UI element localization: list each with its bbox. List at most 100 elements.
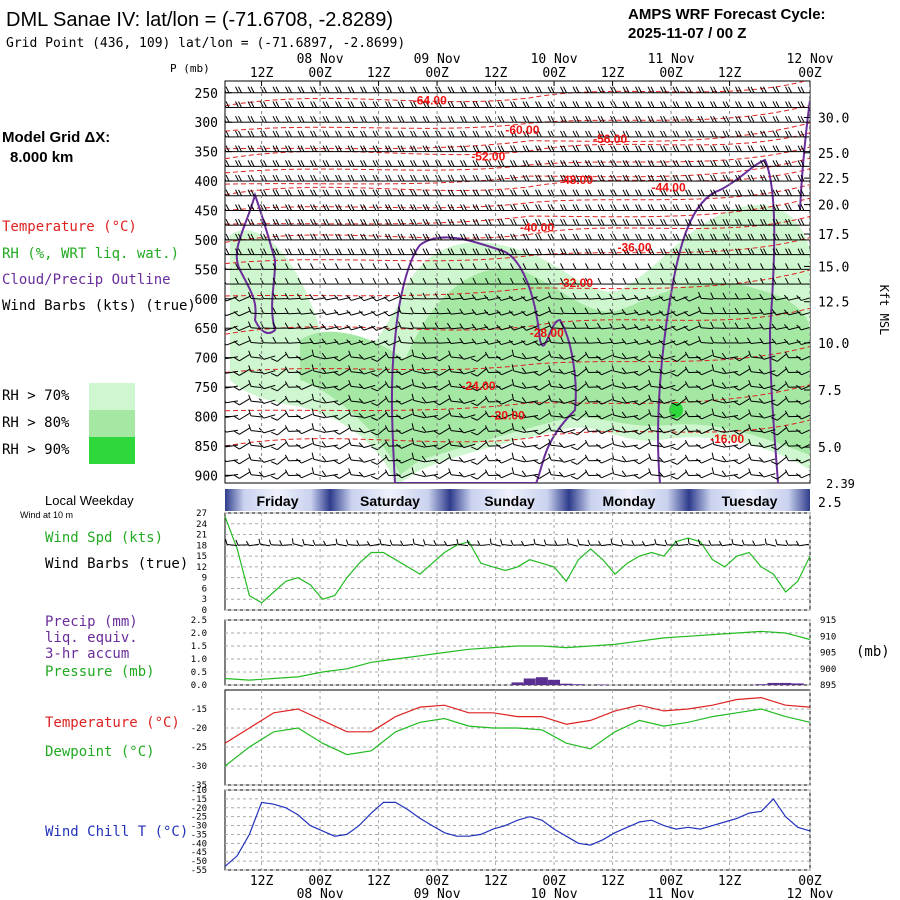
- barb-flag: [275, 160, 280, 167]
- temperature-contour: [225, 197, 810, 225]
- surface-wind-barb: [775, 539, 788, 547]
- barb-flag: [650, 130, 655, 138]
- barb-flag: [785, 174, 789, 182]
- wind-barb: [735, 101, 751, 108]
- barb-flag: [550, 218, 555, 226]
- barb-flag: [797, 145, 802, 152]
- wind-barb: [358, 412, 376, 419]
- wind-barb: [458, 457, 476, 463]
- wind-barb: [647, 248, 663, 256]
- pressure-tick-label: 915: [820, 616, 836, 626]
- wind-barb: [435, 101, 451, 108]
- barb-flag: [356, 540, 360, 546]
- barb-flag: [785, 263, 789, 270]
- wind-barb: [522, 189, 538, 197]
- barb-flag: [496, 339, 502, 345]
- precip-label: Precip (mm): [45, 614, 138, 630]
- barb-flag: [297, 174, 302, 182]
- barb-flag: [271, 417, 278, 421]
- barb-flag: [472, 101, 477, 108]
- barb-flag: [488, 189, 492, 196]
- barb-flag: [547, 160, 552, 167]
- barb-flag: [521, 455, 527, 462]
- barb-flag: [547, 86, 552, 93]
- barb-shaft: [550, 459, 564, 462]
- barb-shaft: [350, 430, 364, 433]
- wind-barb: [771, 353, 787, 362]
- wind-barb: [697, 189, 713, 197]
- barb-flag: [747, 248, 752, 255]
- wind-barb: [397, 145, 413, 153]
- barb-flag: [225, 174, 230, 182]
- wind-barb: [297, 145, 313, 153]
- barb-shaft: [563, 443, 576, 449]
- wind-barb: [247, 291, 264, 300]
- barb-flag: [711, 393, 715, 401]
- barb-flag: [310, 86, 314, 93]
- wind-barb: [610, 174, 626, 182]
- barb-flag: [535, 130, 539, 138]
- barb-flag: [547, 218, 552, 226]
- barb-flag: [322, 189, 327, 196]
- wind-barb: [558, 442, 576, 449]
- barb-flag: [547, 306, 552, 314]
- rh-level-label: RH > 90%: [2, 442, 70, 458]
- wind-barb: [711, 364, 726, 375]
- barb-flag: [348, 394, 352, 402]
- barb-flag: [647, 263, 652, 270]
- barb-flag: [622, 277, 627, 285]
- barb-flag: [263, 130, 267, 138]
- barb-flag: [547, 263, 552, 270]
- wind-barb: [335, 130, 351, 138]
- barb-flag: [397, 291, 402, 299]
- barb-flag: [675, 189, 680, 196]
- wind-barb: [547, 291, 564, 300]
- wind-barb: [535, 218, 551, 226]
- wind-barb: [547, 115, 563, 123]
- wind-barb: [497, 174, 513, 182]
- wind-barb: [721, 367, 739, 374]
- barb-flag: [300, 248, 305, 255]
- barb-shaft: [677, 368, 687, 377]
- barb-flag: [463, 233, 467, 241]
- barb-flag: [771, 309, 777, 315]
- wind-barb: [310, 248, 326, 256]
- barb-flag: [471, 358, 478, 362]
- wind-barb: [797, 233, 810, 241]
- wind-barb: [310, 145, 326, 153]
- barb-flag: [721, 382, 727, 389]
- wind-barb: [285, 145, 301, 153]
- barb-flag: [300, 145, 305, 152]
- barb-flag: [609, 338, 614, 345]
- wind-barb: [796, 413, 810, 420]
- barb-flag: [663, 160, 667, 167]
- barb-flag: [563, 86, 567, 93]
- barb-flag: [263, 189, 267, 196]
- barb-flag: [783, 294, 790, 301]
- wind-barb: [735, 218, 751, 226]
- wind-barb: [260, 130, 276, 138]
- wind-barb: [347, 277, 363, 285]
- barb-flag: [496, 324, 502, 331]
- barb-flag: [322, 115, 327, 123]
- wind-barb: [558, 368, 576, 375]
- barb-shaft: [463, 355, 476, 360]
- barb-shaft: [313, 444, 326, 448]
- wind-barb: [460, 204, 476, 211]
- wind-barb: [710, 130, 726, 138]
- wind-barb: [247, 218, 263, 226]
- barb-flag: [433, 459, 440, 465]
- barb-shaft: [754, 544, 766, 546]
- barb-shaft: [477, 427, 487, 436]
- barb-flag: [748, 350, 752, 358]
- barb-flag: [311, 452, 315, 460]
- wind-barb: [647, 101, 663, 108]
- barb-flag: [477, 540, 481, 546]
- wind-barb: [272, 160, 288, 167]
- temperature-contour: [225, 146, 810, 174]
- rh-swatch-2: [89, 437, 135, 464]
- barb-shaft: [238, 325, 251, 332]
- barb-flag: [247, 263, 252, 270]
- barb-flag: [747, 293, 752, 300]
- barb-shaft: [750, 371, 764, 374]
